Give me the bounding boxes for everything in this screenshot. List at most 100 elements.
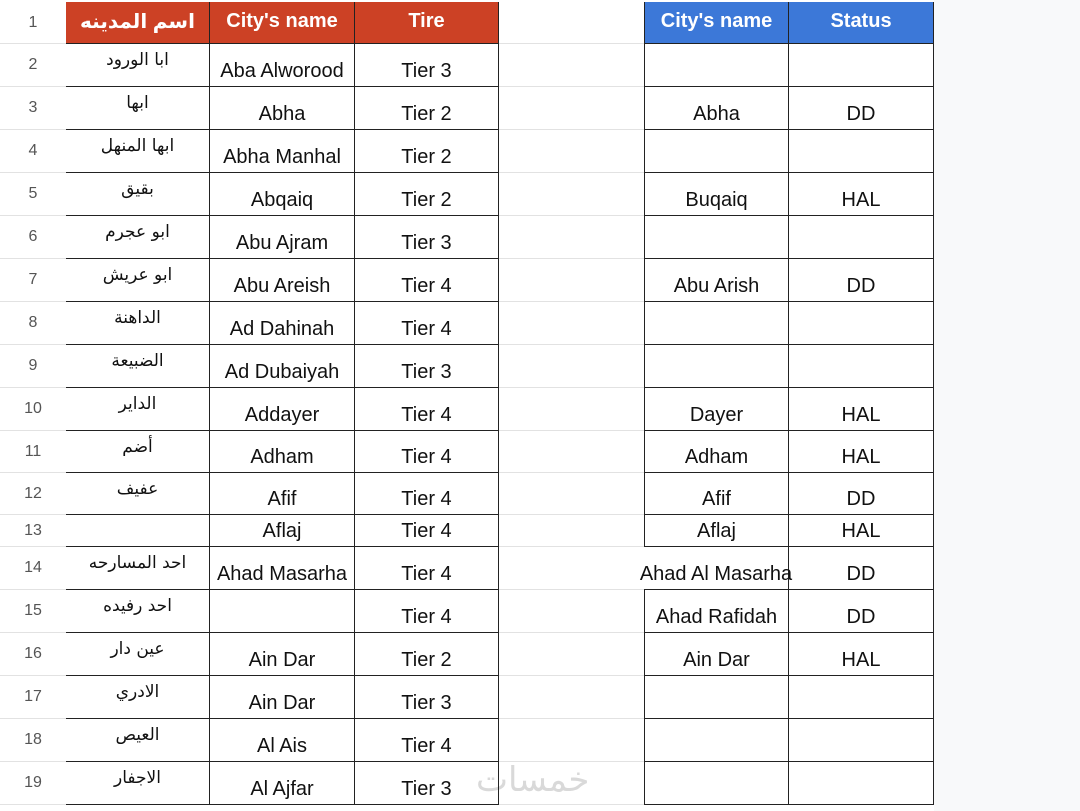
status-city-name-cell[interactable] bbox=[644, 719, 789, 762]
row-header[interactable]: 15 bbox=[0, 590, 66, 633]
empty-cell[interactable] bbox=[499, 719, 644, 762]
city-name-cell[interactable]: Ain Dar bbox=[210, 676, 355, 719]
city-name-cell[interactable]: Afif bbox=[210, 473, 355, 515]
arabic-name-cell[interactable]: الاجفار bbox=[66, 762, 210, 805]
status-city-name-cell[interactable]: Dayer bbox=[644, 388, 789, 431]
empty-cell[interactable] bbox=[499, 216, 644, 259]
status-cell[interactable] bbox=[789, 44, 934, 87]
city-name-cell[interactable]: Ahad Masarha bbox=[210, 547, 355, 590]
city-name-cell[interactable]: Addayer bbox=[210, 388, 355, 431]
header-tier[interactable]: Tire bbox=[355, 2, 499, 44]
status-cell[interactable]: HAL bbox=[789, 173, 934, 216]
status-cell[interactable] bbox=[789, 302, 934, 345]
tier-cell[interactable]: Tier 4 bbox=[355, 388, 499, 431]
header-status-city-name[interactable]: City's name bbox=[644, 2, 789, 44]
status-city-name-cell[interactable]: Abha bbox=[644, 87, 789, 130]
empty-cell[interactable] bbox=[499, 44, 644, 87]
row-header[interactable]: 6 bbox=[0, 216, 66, 259]
status-cell[interactable] bbox=[789, 345, 934, 388]
status-city-name-cell[interactable]: Ahad Al Masarha bbox=[640, 547, 792, 590]
empty-cell[interactable] bbox=[499, 515, 644, 547]
empty-cell[interactable] bbox=[499, 633, 644, 676]
arabic-name-cell[interactable]: الضبيعة bbox=[66, 345, 210, 388]
tier-cell[interactable]: Tier 4 bbox=[355, 547, 499, 590]
empty-cell[interactable] bbox=[499, 762, 644, 805]
header-city-name[interactable]: City's name bbox=[210, 2, 355, 44]
row-header[interactable]: 3 bbox=[0, 87, 66, 130]
row-header[interactable]: 4 bbox=[0, 130, 66, 173]
tier-cell[interactable]: Tier 4 bbox=[355, 473, 499, 515]
city-name-cell[interactable]: Ad Dubaiyah bbox=[210, 345, 355, 388]
empty-cell[interactable] bbox=[499, 345, 644, 388]
city-name-cell[interactable]: Ain Dar bbox=[210, 633, 355, 676]
tier-cell[interactable]: Tier 2 bbox=[355, 633, 499, 676]
arabic-name-cell[interactable]: ابا الورود bbox=[66, 44, 210, 87]
arabic-name-cell[interactable]: ابها bbox=[66, 87, 210, 130]
arabic-name-cell[interactable]: الادري bbox=[66, 676, 210, 719]
row-header[interactable]: 10 bbox=[0, 388, 66, 431]
empty-cell[interactable] bbox=[499, 87, 644, 130]
row-header[interactable]: 13 bbox=[0, 515, 66, 547]
status-city-name-cell[interactable] bbox=[644, 130, 789, 173]
row-header[interactable]: 8 bbox=[0, 302, 66, 345]
empty-cell[interactable] bbox=[499, 473, 644, 515]
tier-cell[interactable]: Tier 2 bbox=[355, 130, 499, 173]
arabic-name-cell[interactable] bbox=[66, 515, 210, 547]
empty-cell[interactable] bbox=[499, 547, 644, 590]
status-cell[interactable] bbox=[789, 676, 934, 719]
row-header[interactable]: 16 bbox=[0, 633, 66, 676]
tier-cell[interactable]: Tier 3 bbox=[355, 44, 499, 87]
empty-cell[interactable] bbox=[499, 431, 644, 473]
row-header[interactable]: 18 bbox=[0, 719, 66, 762]
city-name-cell[interactable]: Al Ajfar bbox=[210, 762, 355, 805]
tier-cell[interactable]: Tier 3 bbox=[355, 762, 499, 805]
status-city-name-cell[interactable]: Abu Arish bbox=[644, 259, 789, 302]
tier-cell[interactable]: Tier 2 bbox=[355, 87, 499, 130]
tier-cell[interactable]: Tier 4 bbox=[355, 590, 499, 633]
empty-cell[interactable] bbox=[499, 173, 644, 216]
arabic-name-cell[interactable]: الداير bbox=[66, 388, 210, 431]
status-city-name-cell[interactable]: Ahad Rafidah bbox=[644, 590, 789, 633]
status-city-name-cell[interactable] bbox=[644, 216, 789, 259]
city-name-cell[interactable]: Abu Ajram bbox=[210, 216, 355, 259]
arabic-name-cell[interactable]: أضم bbox=[66, 431, 210, 473]
tier-cell[interactable]: Tier 3 bbox=[355, 676, 499, 719]
tier-cell[interactable]: Tier 4 bbox=[355, 302, 499, 345]
tier-cell[interactable]: Tier 2 bbox=[355, 173, 499, 216]
city-name-cell[interactable]: Adham bbox=[210, 431, 355, 473]
status-cell[interactable]: HAL bbox=[789, 633, 934, 676]
tier-cell[interactable]: Tier 4 bbox=[355, 719, 499, 762]
tier-cell[interactable]: Tier 3 bbox=[355, 216, 499, 259]
status-cell[interactable]: DD bbox=[789, 259, 934, 302]
row-header[interactable]: 5 bbox=[0, 173, 66, 216]
status-city-name-cell[interactable] bbox=[644, 762, 789, 805]
arabic-name-cell[interactable]: ابو عجرم bbox=[66, 216, 210, 259]
empty-cell[interactable] bbox=[499, 676, 644, 719]
city-name-cell[interactable]: Abqaiq bbox=[210, 173, 355, 216]
row-header[interactable]: 12 bbox=[0, 473, 66, 515]
city-name-cell[interactable]: Ad Dahinah bbox=[210, 302, 355, 345]
status-cell[interactable]: DD bbox=[789, 590, 934, 633]
status-cell[interactable]: DD bbox=[789, 87, 934, 130]
row-header[interactable]: 2 bbox=[0, 44, 66, 87]
status-city-name-cell[interactable]: Afif bbox=[644, 473, 789, 515]
city-name-cell[interactable]: Abha Manhal bbox=[210, 130, 355, 173]
status-cell[interactable]: DD bbox=[789, 547, 934, 590]
status-cell[interactable]: HAL bbox=[789, 388, 934, 431]
status-city-name-cell[interactable] bbox=[644, 44, 789, 87]
arabic-name-cell[interactable]: ابو عريش bbox=[66, 259, 210, 302]
arabic-name-cell[interactable]: احد المسارحه bbox=[66, 547, 210, 590]
status-city-name-cell[interactable] bbox=[644, 302, 789, 345]
empty-cell[interactable] bbox=[499, 2, 644, 44]
arabic-name-cell[interactable]: بقيق bbox=[66, 173, 210, 216]
empty-cell[interactable] bbox=[499, 259, 644, 302]
arabic-name-cell[interactable]: احد رفيده bbox=[66, 590, 210, 633]
status-cell[interactable] bbox=[789, 762, 934, 805]
city-name-cell[interactable]: Abha bbox=[210, 87, 355, 130]
status-city-name-cell[interactable] bbox=[644, 676, 789, 719]
status-city-name-cell[interactable] bbox=[644, 345, 789, 388]
row-header[interactable]: 19 bbox=[0, 762, 66, 805]
row-header[interactable]: 7 bbox=[0, 259, 66, 302]
row-header[interactable]: 1 bbox=[0, 2, 66, 44]
status-cell[interactable] bbox=[789, 130, 934, 173]
